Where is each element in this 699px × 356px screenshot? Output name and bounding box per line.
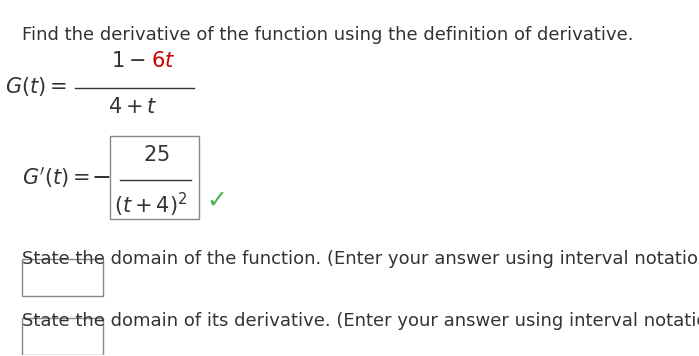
Text: $(t+4)^2$: $(t+4)^2$ xyxy=(114,190,187,219)
Text: ✓: ✓ xyxy=(207,189,228,213)
Text: $1-$: $1-$ xyxy=(111,51,146,72)
Text: Find the derivative of the function using the definition of derivative.: Find the derivative of the function usin… xyxy=(22,26,633,44)
FancyBboxPatch shape xyxy=(110,136,199,219)
Text: $G'(t) =$: $G'(t) =$ xyxy=(22,166,90,190)
Text: $6t$: $6t$ xyxy=(151,51,175,72)
Text: $4+t$: $4+t$ xyxy=(108,97,158,117)
FancyBboxPatch shape xyxy=(22,318,103,355)
FancyBboxPatch shape xyxy=(22,259,103,296)
Text: State the domain of its derivative. (Enter your answer using interval notation.): State the domain of its derivative. (Ent… xyxy=(22,312,699,330)
Text: $-$: $-$ xyxy=(91,164,110,188)
Text: $25$: $25$ xyxy=(143,145,169,165)
Text: $G(t) =$: $G(t) =$ xyxy=(5,75,67,98)
Text: State the domain of the function. (Enter your answer using interval notation.): State the domain of the function. (Enter… xyxy=(22,250,699,268)
